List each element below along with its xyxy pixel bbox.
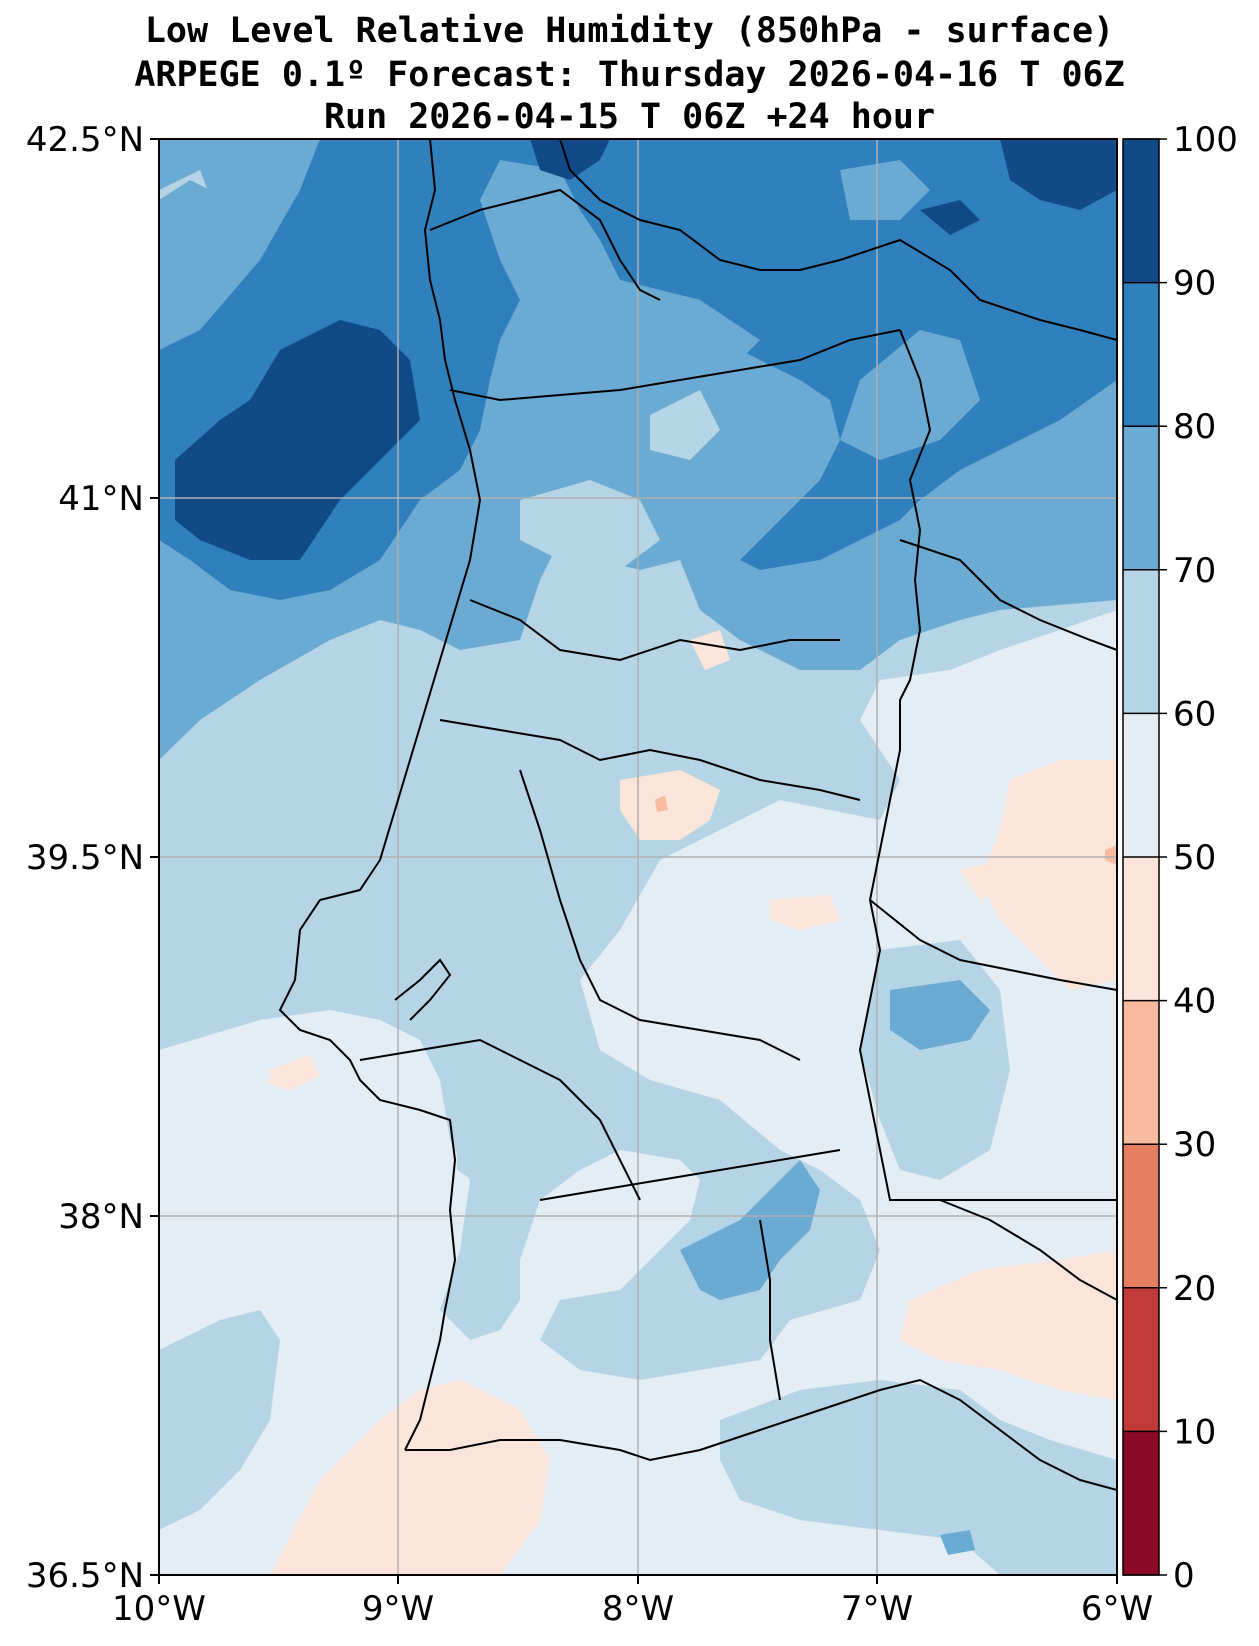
colorbar-segment-90-100 <box>1123 139 1159 284</box>
colorbar-segment-0-10 <box>1123 1431 1159 1576</box>
lat-label-42-5: 42.5°N <box>26 120 144 160</box>
colorbar-segment-70-80 <box>1123 426 1159 571</box>
band-70-80-hole-4 <box>159 180 250 340</box>
band-40-50-g <box>770 895 840 930</box>
band-90-100-d <box>920 200 980 235</box>
border-spain-north <box>839 238 1117 341</box>
band-40-50-c <box>980 760 1117 990</box>
colorbar-segment-40-50 <box>1123 857 1159 1002</box>
colorbar-label-60: 60 <box>1173 694 1216 734</box>
colorbar-segment-80-90 <box>1123 282 1159 427</box>
band-70-80-south-b <box>890 980 990 1050</box>
band-60-70-b <box>159 1310 280 1530</box>
colorbar-label-100: 100 <box>1173 120 1238 160</box>
colorbar-segment-10-20 <box>1123 1287 1159 1432</box>
band-60-70-hole-2 <box>520 480 660 570</box>
coastline-west <box>278 139 482 1451</box>
border-inner-4 <box>359 1038 641 1201</box>
lon-label-9w: 9°W <box>362 1589 434 1629</box>
colorbar-label-50: 50 <box>1173 838 1216 878</box>
band-40-50-f <box>690 630 730 670</box>
band-40-50-a <box>270 1380 550 1575</box>
band-30-40-a <box>655 795 668 812</box>
border-galicia <box>559 139 841 271</box>
colorbar-label-30: 30 <box>1173 1125 1216 1165</box>
colorbar-label-20: 20 <box>1173 1269 1216 1309</box>
coastlines-borders <box>278 139 1117 1491</box>
border-inner-2 <box>439 719 861 801</box>
band-90-100-c <box>1000 139 1117 210</box>
lon-label-7w: 7°W <box>841 1589 913 1629</box>
colorbar-frame <box>1122 138 1160 1576</box>
band-70-80-hole-3 <box>840 160 930 220</box>
title-line-1: Low Level Relative Humidity (850hPa - su… <box>144 11 1115 51</box>
band-40-50-e <box>270 1055 320 1090</box>
colorbar-label-40: 40 <box>1173 982 1216 1022</box>
band-40-50-d <box>620 770 720 840</box>
colorbar-segment-30-40 <box>1123 1000 1159 1145</box>
border-spain-mid <box>869 899 1117 991</box>
lat-label-39-5: 39.5°N <box>26 838 144 878</box>
axis-tick-marks <box>150 138 1118 1584</box>
band-70-80-south-c <box>940 1530 975 1555</box>
border-spain-portugal-north <box>449 329 901 402</box>
border-inner-5 <box>539 1149 841 1201</box>
lon-label-6w: 6°W <box>1081 1589 1153 1629</box>
lat-label-41: 41°N <box>58 479 144 519</box>
lon-label-10w: 10°W <box>112 1589 206 1629</box>
border-river-minho <box>429 188 661 301</box>
lat-label-38: 38°N <box>58 1197 144 1237</box>
band-70-80-hole-1 <box>600 280 760 420</box>
border-spain-east <box>899 539 1117 651</box>
border-inner-1 <box>469 599 840 662</box>
border-inner-3 <box>519 769 801 1061</box>
colorbar: 0 10 20 30 40 50 60 70 80 90 100 <box>1122 120 1238 1596</box>
estuary-tejo <box>394 958 452 1021</box>
title-line-3: Run 2026-04-15 T 06Z +24 hour <box>323 97 936 137</box>
band-60-70-e <box>457 1120 545 1185</box>
colorbar-label-70: 70 <box>1173 551 1216 591</box>
lat-label-36-5: 36.5°N <box>26 1556 144 1596</box>
lat-labels: 42.5°N 41°N 39.5°N 38°N 36.5°N <box>26 120 144 1596</box>
coastline-south <box>405 1378 1117 1491</box>
lon-label-8w: 8°W <box>602 1589 674 1629</box>
band-60-70-c <box>720 1380 1117 1575</box>
border-inner-6 <box>759 1219 781 1401</box>
band-40-50-b <box>900 1250 1117 1400</box>
gridlines <box>159 139 1117 1575</box>
lon-labels: 10°W 9°W 8°W 7°W 6°W <box>112 1589 1153 1629</box>
colorbar-label-0: 0 <box>1173 1556 1195 1596</box>
title-line-2: ARPEGE 0.1º Forecast: Thursday 2026-04-1… <box>134 55 1125 95</box>
band-40-50-h <box>960 860 1010 900</box>
band-90-100-b <box>530 139 610 180</box>
band-90-100-a <box>175 320 420 560</box>
band-70-80-south-a <box>680 1160 820 1300</box>
border-spain-south <box>939 1199 1117 1301</box>
colorbar-label-80: 80 <box>1173 407 1216 447</box>
band-60-70-hole-3 <box>650 390 720 460</box>
band-30-40-b <box>1105 845 1117 865</box>
colorbar-segment-60-70 <box>1123 569 1159 714</box>
colorbar-label-10: 10 <box>1173 1412 1216 1452</box>
colorbar-label-90: 90 <box>1173 264 1216 304</box>
colorbar-segment-20-30 <box>1123 1144 1159 1289</box>
border-east <box>858 329 1117 1201</box>
band-70-80-hole-2 <box>840 330 980 460</box>
colorbar-segment-50-60 <box>1123 713 1159 858</box>
